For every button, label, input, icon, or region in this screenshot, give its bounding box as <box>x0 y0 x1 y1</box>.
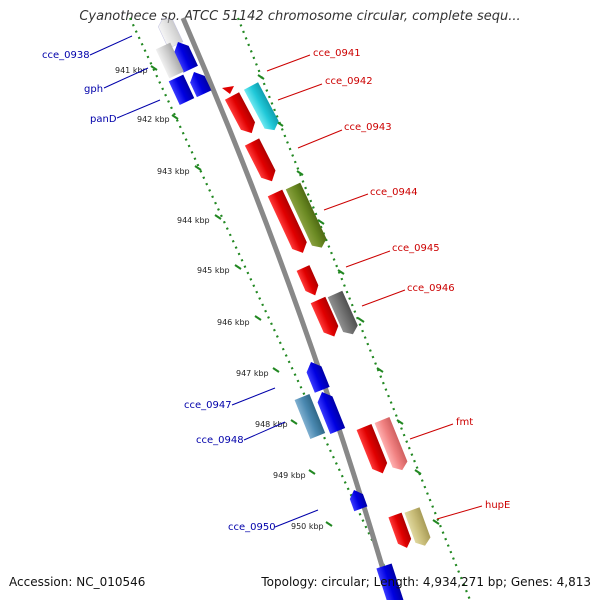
outer-track-rail <box>236 17 472 600</box>
gene-hupe[interactable] <box>404 507 432 548</box>
tick-mark <box>308 469 316 475</box>
leader-line <box>243 421 286 441</box>
chromosome-backbone <box>180 17 395 600</box>
leader-line <box>231 387 276 406</box>
leader-line <box>103 67 149 89</box>
tick-mark <box>325 521 333 527</box>
tick-label: 946 kbp <box>217 318 250 327</box>
gene-cce-0941[interactable] <box>224 92 259 137</box>
leader-line <box>436 505 483 520</box>
map-title: Cyanothece sp. ATCC 51142 chromosome cir… <box>79 9 521 24</box>
gene-label-fmt[interactable]: fmt <box>456 417 473 428</box>
leader-line <box>274 509 319 528</box>
gene-fmt-red[interactable] <box>356 424 391 476</box>
tick-label: 949 kbp <box>273 471 306 480</box>
gene-hupe-red[interactable] <box>388 512 413 551</box>
tick-mark <box>194 165 202 171</box>
tick-mark <box>337 269 345 275</box>
tick-mark <box>290 419 298 425</box>
gene-cce-0950[interactable] <box>347 488 368 512</box>
gene-label-hupe[interactable]: hupE <box>485 500 510 511</box>
gene-label-cce-0938[interactable]: cce_0938 <box>42 50 90 61</box>
tick-mark <box>272 367 280 373</box>
tick-marks <box>150 65 440 527</box>
tick-mark <box>296 170 304 176</box>
gene-label-cce-0950[interactable]: cce_0950 <box>228 522 276 533</box>
inner-track-rail <box>129 17 401 600</box>
gene-label-cce-0948[interactable]: cce_0948 <box>196 435 244 446</box>
gene-cce-0944[interactable] <box>285 182 329 251</box>
topology-text: Topology: circular; Length: 4,934,271 bp… <box>261 575 591 589</box>
tick-mark <box>357 317 365 323</box>
gene-cce-0946-red[interactable] <box>310 296 342 340</box>
gene-cce-0946[interactable] <box>327 290 361 338</box>
leader-line <box>116 99 161 119</box>
tick-label: 944 kbp <box>177 216 210 225</box>
tick-mark <box>276 121 284 127</box>
tick-mark <box>257 74 265 80</box>
tick-mark <box>317 219 325 225</box>
leader-line <box>409 423 454 440</box>
gene-label-cce-0942[interactable]: cce_0942 <box>325 76 373 87</box>
gene-label-gph[interactable]: gph <box>84 84 103 95</box>
gene-label-pand[interactable]: panD <box>90 114 117 125</box>
reverse-leaders <box>89 35 319 528</box>
tick-label: 947 kbp <box>236 369 269 378</box>
gene-label-cce-0944[interactable]: cce_0944 <box>370 187 418 198</box>
gene-cce-0943[interactable] <box>244 138 279 184</box>
tick-mark <box>396 419 404 425</box>
leader-line <box>297 129 343 149</box>
gene-label-cce-0946[interactable]: cce_0946 <box>407 283 455 294</box>
leader-line <box>89 35 133 56</box>
leader-line <box>361 289 406 307</box>
tick-label: 941 kbp <box>115 66 148 75</box>
tick-label: 942 kbp <box>137 115 170 124</box>
gene-pand[interactable] <box>187 69 212 98</box>
gene-gph[interactable] <box>155 42 184 79</box>
gene-cce-0948[interactable] <box>294 394 326 439</box>
leader-line <box>277 83 323 101</box>
accession-text: Accession: NC_010546 <box>9 575 146 589</box>
leader-line <box>345 250 391 268</box>
gene-cce-0944-red[interactable] <box>267 189 310 257</box>
tick-label: 950 kbp <box>291 522 324 531</box>
gene-label-cce-0941[interactable]: cce_0941 <box>313 48 361 59</box>
gene-label-cce-0943[interactable]: cce_0943 <box>344 122 392 133</box>
gene-pand-b[interactable] <box>168 74 195 105</box>
gene-cce-0942[interactable] <box>243 82 282 134</box>
gene-cce-0941-marker[interactable] <box>222 86 234 94</box>
tick-mark <box>150 65 158 71</box>
gene-fmt[interactable] <box>374 417 410 473</box>
tick-mark <box>414 469 422 475</box>
tick-mark <box>432 519 440 525</box>
gene-label-cce-0947[interactable]: cce_0947 <box>184 400 232 411</box>
tick-label: 943 kbp <box>157 167 190 176</box>
tick-label: 945 kbp <box>197 266 230 275</box>
gene-bottom-blue[interactable] <box>376 563 404 600</box>
gene-label-cce-0945[interactable]: cce_0945 <box>392 243 440 254</box>
tick-mark <box>376 367 384 373</box>
forward-leaders <box>266 54 483 520</box>
tick-mark <box>171 114 179 120</box>
leader-line <box>323 193 369 211</box>
tick-mark <box>234 264 242 270</box>
gene-cce-0947-a[interactable] <box>304 359 330 393</box>
leader-line <box>266 54 311 72</box>
tick-label: 948 kbp <box>255 420 288 429</box>
tick-mark <box>254 315 262 321</box>
gene-cce-0945[interactable] <box>296 265 322 298</box>
tick-mark <box>214 214 222 220</box>
gene-cce-0947[interactable] <box>315 389 346 434</box>
